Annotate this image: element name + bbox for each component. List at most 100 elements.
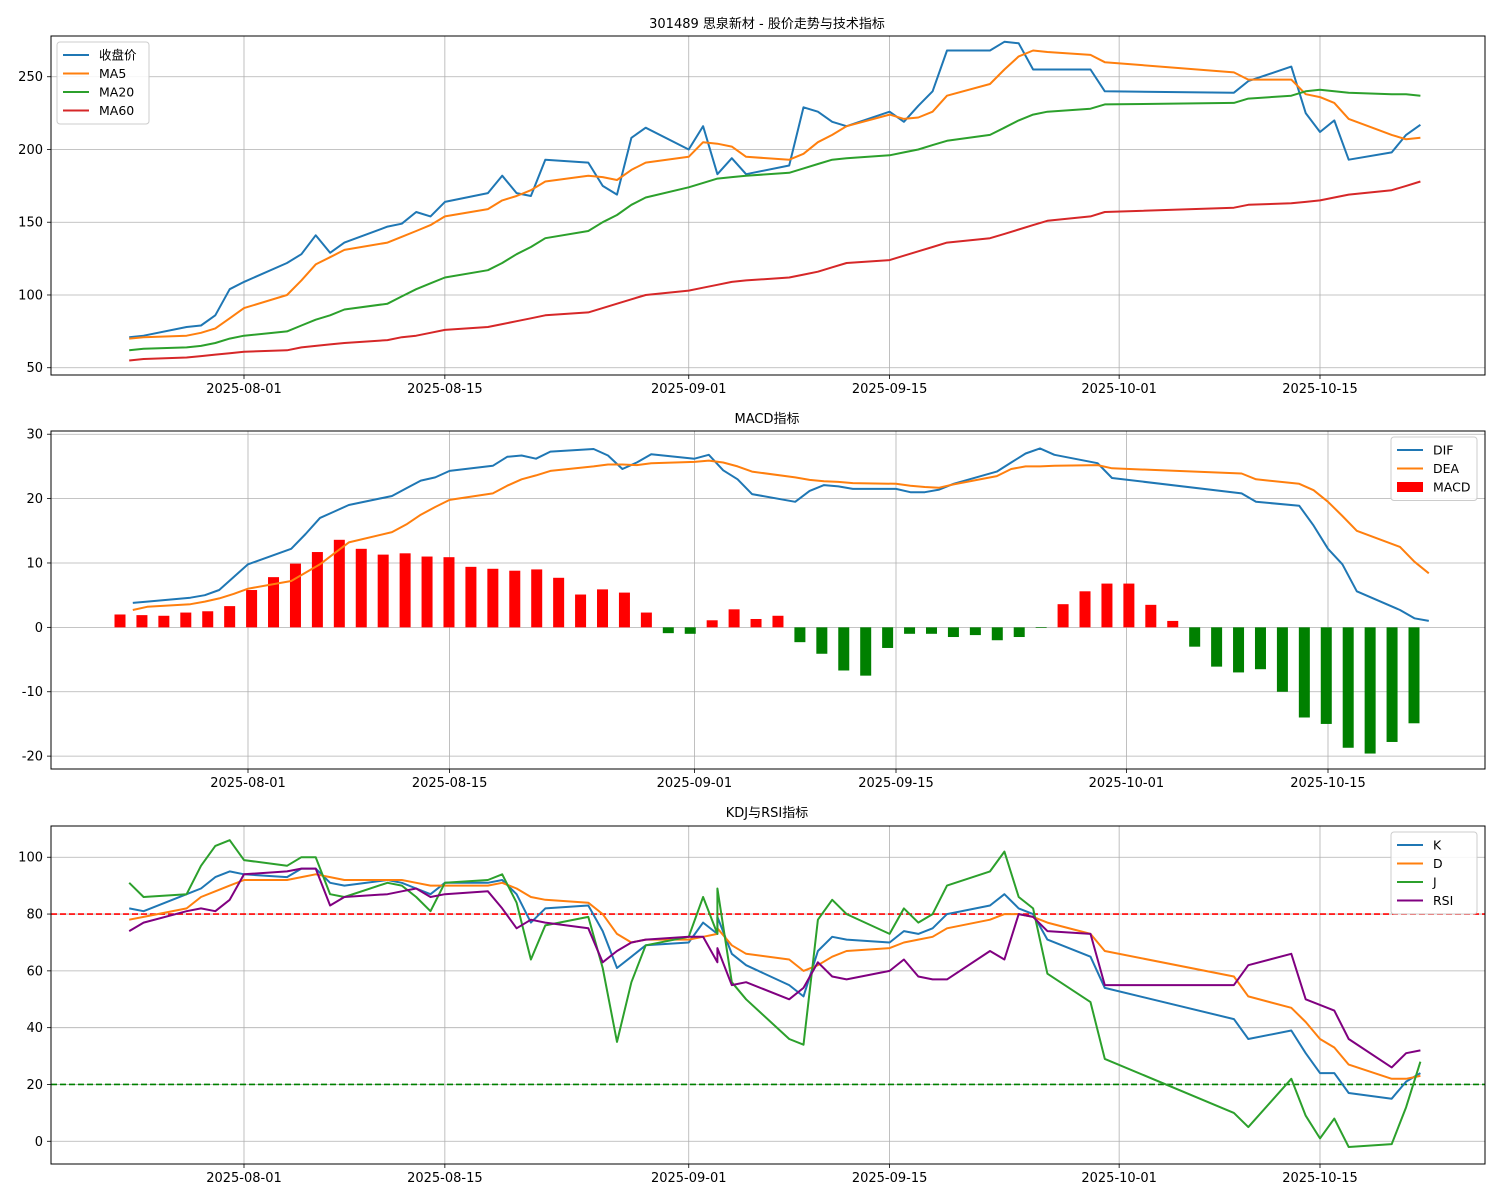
kdj-series-line-RSI xyxy=(128,867,1421,1069)
macd-bar xyxy=(1167,620,1179,628)
price-x-tick-label: 2025-10-15 xyxy=(1282,382,1358,397)
kdj-y-tick-label: 60 xyxy=(26,964,43,979)
macd-bar xyxy=(706,620,718,628)
kdj-x-tick-label: 2025-08-15 xyxy=(407,1171,483,1186)
price-x-tick-label: 2025-09-01 xyxy=(651,382,727,397)
kdj-y-tick-label: 100 xyxy=(18,851,43,866)
macd-bar xyxy=(684,627,696,634)
macd-bar xyxy=(268,577,280,628)
macd-bar xyxy=(224,606,236,628)
macd-bar xyxy=(465,566,477,628)
price-x-tick-label: 2025-09-15 xyxy=(852,382,928,397)
macd-x-tick-label: 2025-10-15 xyxy=(1290,776,1366,791)
macd-bar xyxy=(289,563,301,628)
kdj-y-tick-label: 20 xyxy=(26,1078,43,1093)
macd-bar xyxy=(333,539,345,628)
macd-bar xyxy=(1320,627,1332,724)
macd-x-tick-label: 2025-09-15 xyxy=(858,776,934,791)
macd-bar xyxy=(772,615,784,628)
kdj-x-tick-label: 2025-09-01 xyxy=(651,1171,727,1186)
macd-panel: 2025-08-01 2025-08-15 2025-09-01 2025-09-15… xyxy=(22,428,1486,791)
macd-bar xyxy=(531,569,543,628)
macd-bar xyxy=(1079,591,1091,628)
macd-bar xyxy=(1386,627,1398,742)
macd-bar xyxy=(180,612,192,628)
price-plot-frame xyxy=(50,35,1486,376)
kdj-legend-label: RSI xyxy=(1433,893,1453,908)
macd-bar xyxy=(1276,627,1288,692)
macd-bar xyxy=(1057,604,1069,628)
macd-bar xyxy=(377,554,389,628)
macd-bar xyxy=(311,552,323,628)
kdj-series-line-J xyxy=(128,839,1422,1148)
kdj-legend-box xyxy=(1390,831,1478,915)
macd-x-tick-label: 2025-08-15 xyxy=(412,776,488,791)
kdj-y-tick-label: 0 xyxy=(35,1135,43,1150)
macd-bar xyxy=(904,627,916,634)
macd-bar xyxy=(597,589,609,628)
price-x-tick-label: 2025-08-15 xyxy=(407,382,483,397)
kdj-y-tick-label: 80 xyxy=(26,908,43,923)
macd-bar xyxy=(246,590,258,628)
price-legend-box xyxy=(56,41,150,125)
macd-bar xyxy=(750,618,762,628)
price-legend-label: MA5 xyxy=(99,66,126,81)
kdj-x-tick-label: 2025-10-15 xyxy=(1282,1171,1358,1186)
macd-y-tick-label: 30 xyxy=(26,428,43,443)
macd-bar xyxy=(1101,583,1113,628)
macd-bar xyxy=(1211,627,1223,667)
macd-bar xyxy=(1145,604,1157,628)
macd-bar xyxy=(1342,627,1354,748)
macd-bar xyxy=(158,615,170,628)
price-series-line-MA5 xyxy=(129,49,1421,340)
price-panel: 2025-08-01 2025-08-15 2025-09-01 2025-09-15… xyxy=(18,35,1486,397)
macd-bar xyxy=(421,556,433,628)
price-legend-label: MA60 xyxy=(99,103,134,118)
macd-bar xyxy=(838,627,850,671)
macd-y-tick-label: -10 xyxy=(22,685,43,700)
macd-bar xyxy=(860,627,872,676)
macd-bar xyxy=(1123,583,1135,628)
macd-bar xyxy=(114,614,126,628)
macd-bar xyxy=(640,612,652,628)
macd-x-tick-label: 2025-10-01 xyxy=(1089,776,1165,791)
price-y-tick-label: 50 xyxy=(26,361,43,376)
price-y-tick-label: 150 xyxy=(18,216,43,231)
kdj-y-tick-label: 40 xyxy=(26,1021,43,1036)
macd-x-tick-label: 2025-09-01 xyxy=(657,776,733,791)
macd-series-line-DIF xyxy=(132,447,1429,622)
macd-panel-title: MACD指标 xyxy=(735,412,800,427)
kdj-x-tick-label: 2025-09-15 xyxy=(852,1171,928,1186)
macd-bar xyxy=(1189,627,1201,647)
macd-bar xyxy=(136,615,148,628)
macd-bar xyxy=(575,594,587,628)
macd-bar xyxy=(355,548,367,628)
macd-bar xyxy=(728,609,740,628)
price-series-line-MA60 xyxy=(129,180,1421,362)
macd-bar xyxy=(443,557,455,628)
macd-legend-swatch xyxy=(1397,482,1423,492)
kdj-plot-frame xyxy=(50,825,1486,1165)
price-x-tick-label: 2025-08-01 xyxy=(206,382,282,397)
price-series-line-收盘价 xyxy=(129,40,1421,339)
macd-bar xyxy=(794,627,806,643)
price-plot-area xyxy=(129,40,1421,362)
price-x-tick-label: 2025-10-01 xyxy=(1081,382,1157,397)
macd-bar xyxy=(991,627,1003,641)
macd-bar xyxy=(553,577,565,628)
macd-y-tick-label: 10 xyxy=(26,556,43,571)
macd-bar xyxy=(816,627,828,654)
kdj-legend-label: J xyxy=(1432,875,1437,890)
macd-plot-frame xyxy=(50,430,1486,770)
macd-bar xyxy=(1364,627,1376,754)
macd-bar xyxy=(1013,627,1025,638)
macd-y-tick-label: 20 xyxy=(26,492,43,507)
price-y-tick-label: 100 xyxy=(18,288,43,303)
macd-bar xyxy=(1233,627,1245,673)
kdj-plot-area xyxy=(51,839,1485,1148)
kdj-legend-label: D xyxy=(1433,856,1443,871)
price-panel-title: 301489 思泉新材 - 股价走势与技术指标 xyxy=(649,16,885,32)
kdj-legend-label: K xyxy=(1433,838,1442,853)
